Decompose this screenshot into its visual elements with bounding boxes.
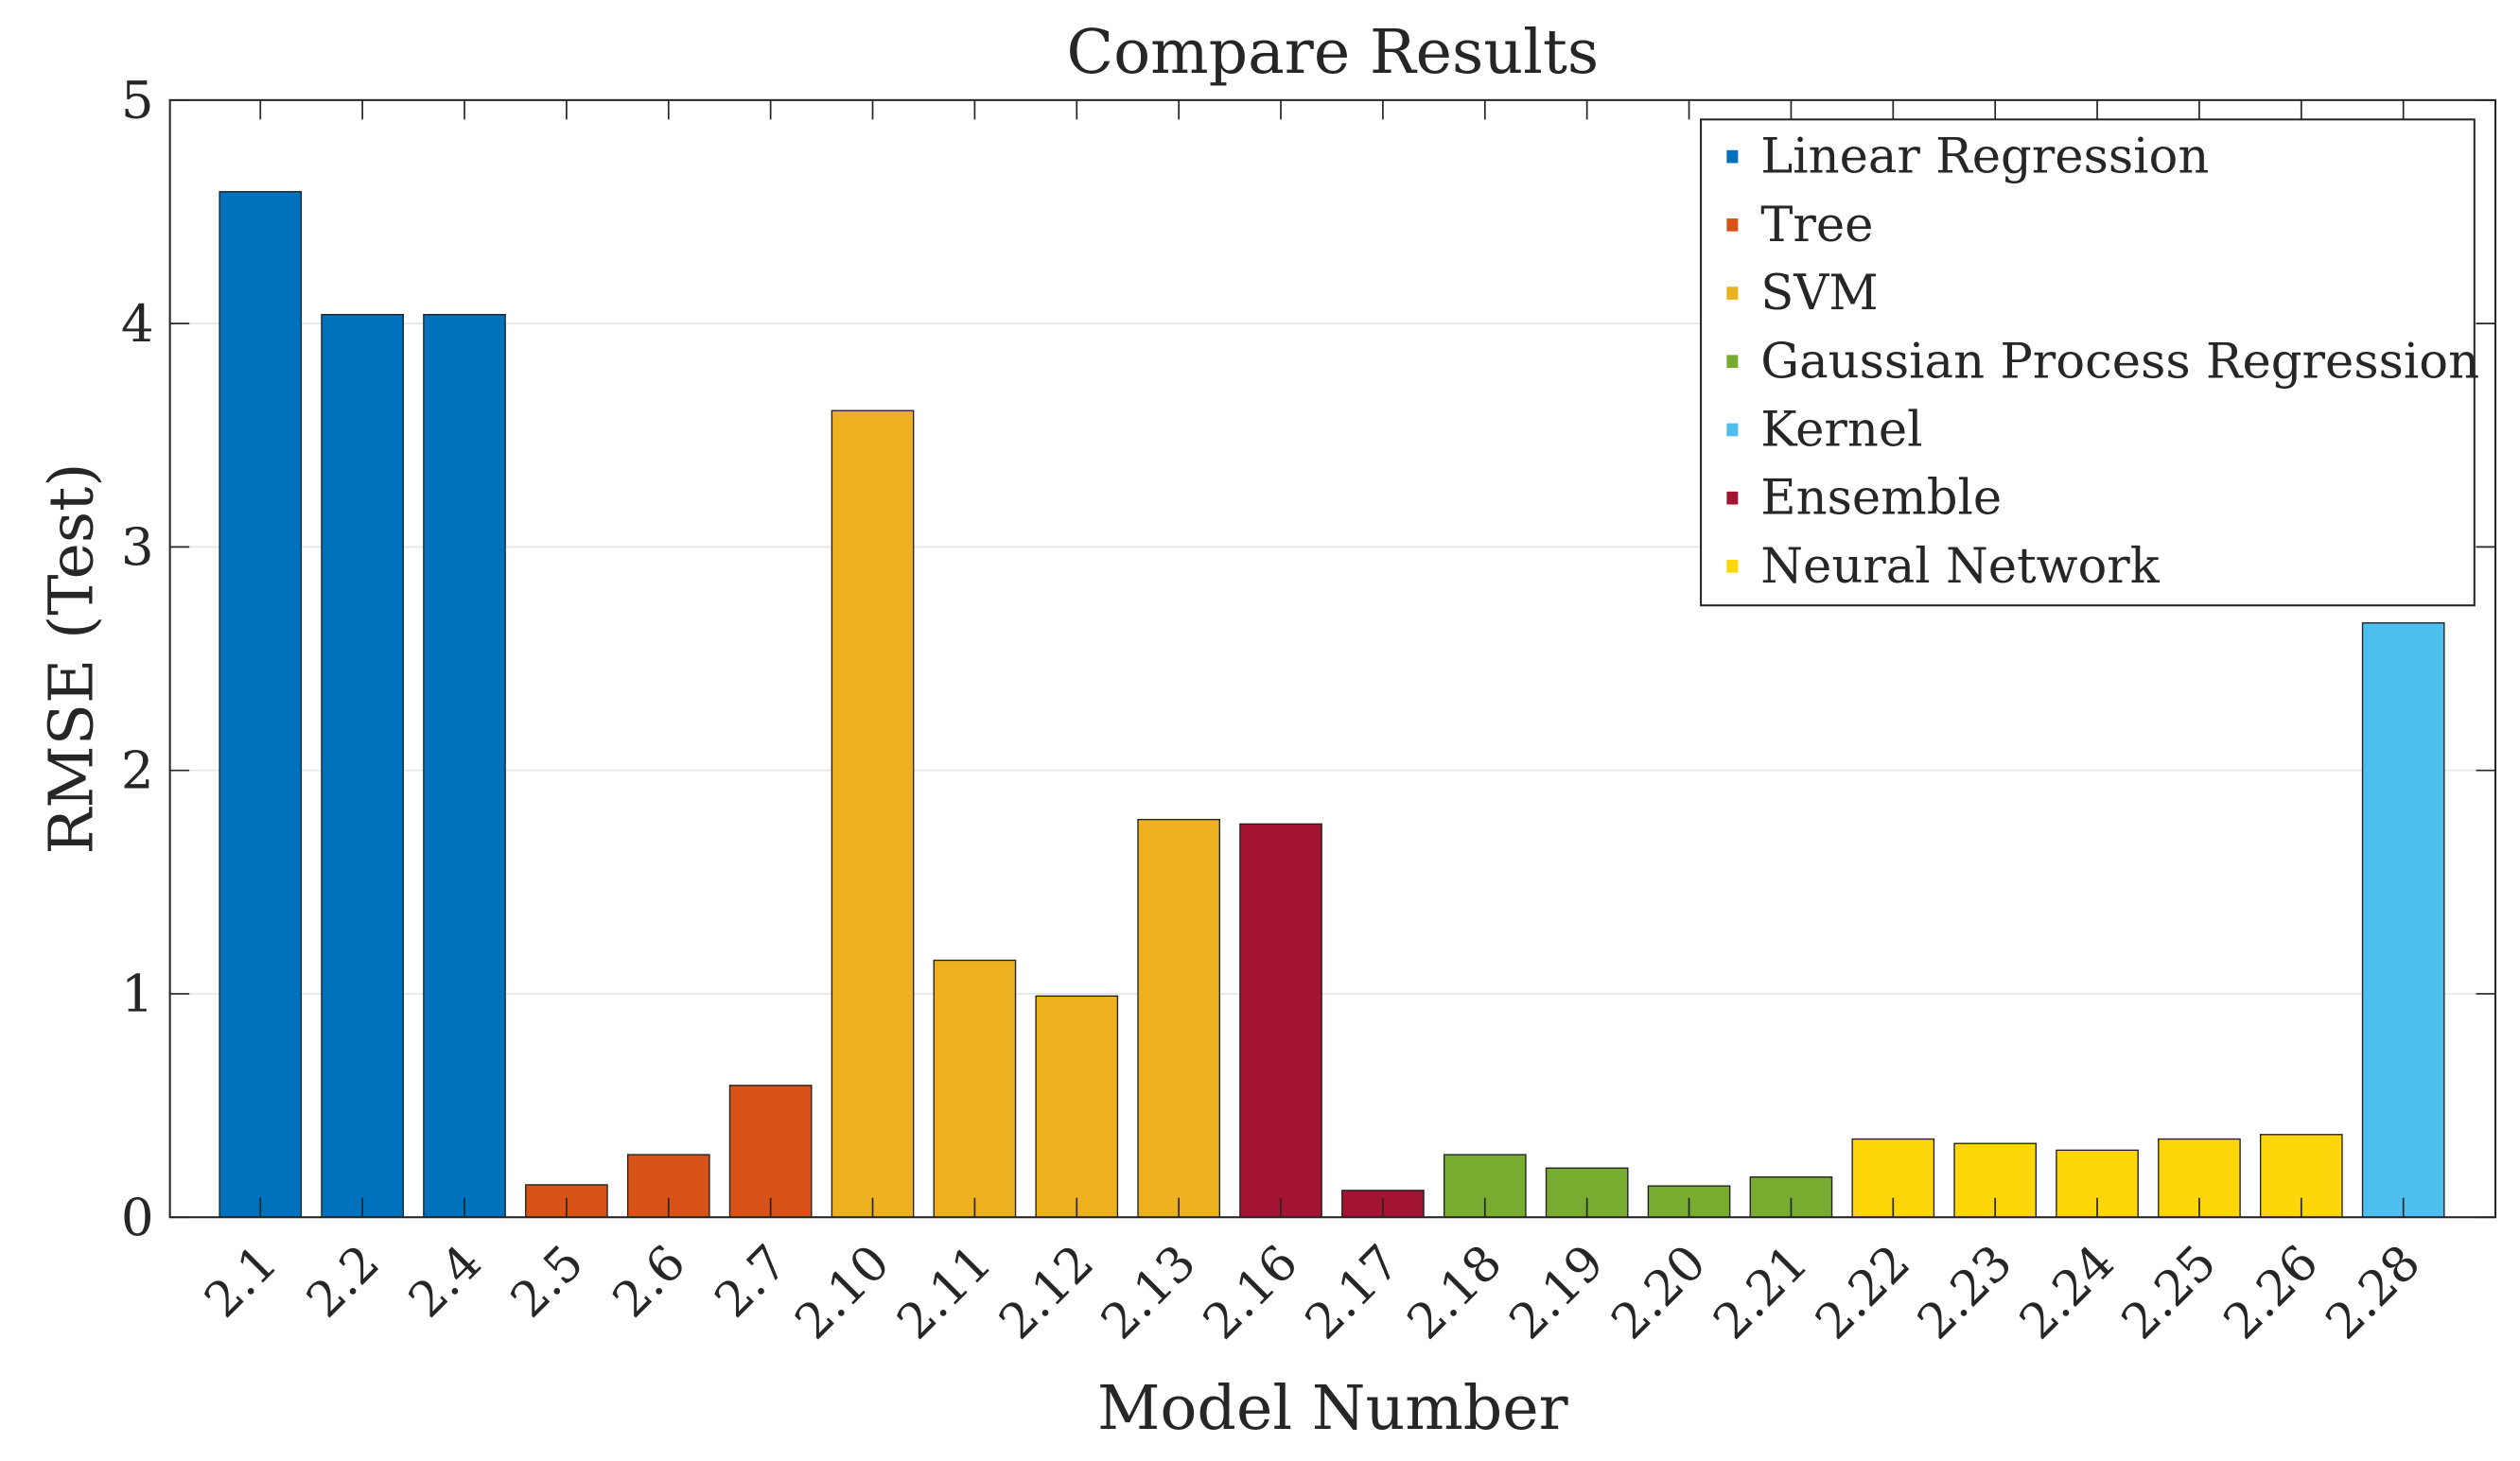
- x-tick-labels: 2.1 2.2 2.4 2.5 2.6 2.72.102.112.122.132.162.…: [194, 1234, 2431, 1350]
- y-tick-label: 5: [121, 70, 154, 130]
- y-tick-label: 0: [121, 1187, 154, 1247]
- bar: [219, 191, 303, 1218]
- legend-swatch: [1726, 287, 1739, 300]
- x-tick-label: 2.16: [1193, 1234, 1309, 1350]
- x-tick-label: 2.18: [1396, 1234, 1513, 1350]
- x-tick-label: 2.19: [1498, 1234, 1615, 1350]
- legend-swatch: [1726, 423, 1739, 437]
- y-tick-label: 1: [121, 964, 154, 1024]
- x-axis-label: Model Number: [1097, 1373, 1568, 1444]
- legend-entry: SVM: [1760, 265, 1878, 322]
- x-tick-label: 2.28: [2315, 1234, 2431, 1350]
- bar: [2361, 622, 2445, 1218]
- x-tick-label: 2.26: [2213, 1234, 2329, 1350]
- legend-swatch: [1726, 560, 1739, 573]
- x-tick-label: 2.21: [1703, 1234, 1819, 1350]
- bar: [1137, 818, 1220, 1218]
- legend-entry: Gaussian Process Regression: [1760, 333, 2479, 390]
- x-tick-label: 2.1: [194, 1234, 289, 1329]
- chart-title: Compare Results: [1066, 17, 1599, 88]
- x-tick-label: 2.13: [1091, 1234, 1207, 1350]
- legend-swatch: [1726, 355, 1739, 369]
- x-tick-label: 2.20: [1601, 1234, 1717, 1350]
- x-tick-label: 2.22: [1805, 1234, 1921, 1350]
- axes-box: [168, 98, 2497, 1219]
- y-tick-labels: 0 1 2 3 4 5: [121, 70, 154, 1247]
- x-tick-label: 2.12: [989, 1234, 1105, 1350]
- y-axis-label: RMSE (Test): [37, 462, 108, 854]
- bar: [1035, 995, 1119, 1218]
- x-tick-label: 2.2: [296, 1234, 391, 1329]
- x-tick-label: 2.7: [704, 1234, 798, 1329]
- legend-entry: Neural Network: [1760, 538, 2161, 595]
- bar: [1239, 823, 1322, 1218]
- legend-box: [1700, 118, 2476, 607]
- legend-swatch: [1726, 217, 1739, 232]
- x-tick-label: 2.17: [1295, 1234, 1411, 1350]
- x-tick-label: 2.23: [1907, 1234, 2023, 1350]
- legend-entry: Linear Regression: [1760, 129, 2209, 185]
- bar: [933, 959, 1017, 1218]
- legend-entry: Ensemble: [1760, 470, 2002, 527]
- bars: [219, 191, 2445, 1218]
- x-tick-label: 2.6: [602, 1234, 696, 1329]
- x-tick-label: 2.25: [2111, 1234, 2228, 1350]
- legend-entry: Tree: [1760, 197, 1873, 253]
- bar: [1545, 1167, 1629, 1218]
- y-tick-label: 2: [121, 739, 154, 800]
- y-tick-label: 3: [121, 516, 154, 577]
- x-tick-label: 2.11: [886, 1234, 1003, 1350]
- legend: Linear Regression Tree SVM Gaussian Process…: [1700, 118, 2479, 607]
- y-tick-label: 4: [121, 293, 154, 354]
- legend-entry: Kernel: [1760, 402, 1922, 459]
- x-tick-label: 2.10: [784, 1234, 901, 1350]
- bar: [728, 1085, 813, 1218]
- bar: [831, 409, 915, 1218]
- x-tick-label: 2.24: [2009, 1234, 2126, 1350]
- bar: [321, 313, 404, 1218]
- legend-swatch: [1726, 149, 1739, 164]
- legend-swatch: [1726, 491, 1739, 505]
- axes: [168, 98, 2497, 1219]
- bar: [423, 313, 506, 1218]
- x-tick-label: 2.5: [500, 1234, 595, 1329]
- x-tick-label: 2.4: [398, 1234, 493, 1329]
